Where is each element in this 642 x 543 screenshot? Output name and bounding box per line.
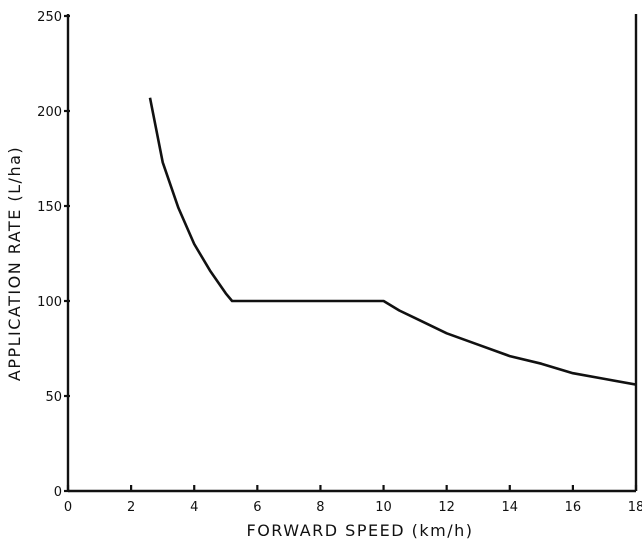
x-tick-label: 18 xyxy=(628,500,642,515)
y-axis-title: APPLICATION RATE (L/ha) xyxy=(5,146,24,381)
y-tick-label: 100 xyxy=(37,295,62,310)
x-axis-title: FORWARD SPEED (km/h) xyxy=(247,521,474,540)
x-tick-label: 2 xyxy=(127,500,135,515)
y-ticks: 0 50 100 150 200 250 xyxy=(37,10,70,500)
x-tick-label: 14 xyxy=(502,500,519,515)
x-tick-label: 12 xyxy=(438,500,455,515)
x-tick-label: 0 xyxy=(64,500,72,515)
y-tick-label: 150 xyxy=(37,200,62,215)
y-tick-label: 0 xyxy=(54,485,62,500)
x-ticks: 0 2 4 6 8 10 12 14 16 18 xyxy=(64,485,642,515)
series-line xyxy=(148,97,637,386)
y-tick-label: 200 xyxy=(37,105,62,120)
x-tick-label: 6 xyxy=(253,500,261,515)
axes xyxy=(66,14,638,493)
y-tick-label: 250 xyxy=(37,10,62,25)
y-tick-label: 50 xyxy=(45,390,62,405)
x-tick-label: 16 xyxy=(565,500,582,515)
x-tick-label: 10 xyxy=(375,500,392,515)
x-tick-label: 4 xyxy=(190,500,198,515)
x-tick-label: 8 xyxy=(316,500,324,515)
